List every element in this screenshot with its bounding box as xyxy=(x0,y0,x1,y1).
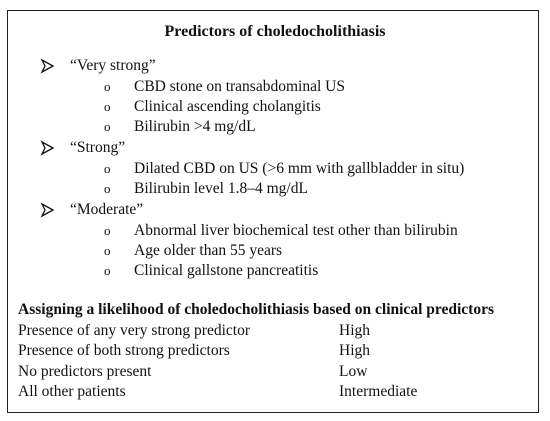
hollow-bullet-icon: o xyxy=(104,99,111,114)
list-item: Abnormal liver biochemical test other th… xyxy=(134,222,458,239)
list-item: Bilirubin >4 mg/dL xyxy=(134,118,256,135)
likelihood-condition: Presence of both strong predictors xyxy=(18,342,230,359)
likelihood-value: Intermediate xyxy=(339,383,418,400)
hollow-bullet-icon: o xyxy=(104,119,111,134)
hollow-bullet-icon: o xyxy=(104,243,111,258)
hollow-bullet-icon: o xyxy=(104,161,111,176)
likelihood-value: High xyxy=(339,322,370,339)
hollow-bullet-icon: o xyxy=(104,79,111,94)
arrow-bullet-icon xyxy=(40,138,56,158)
hollow-bullet-icon: o xyxy=(104,263,111,278)
likelihood-heading: Assigning a likelihood of choledocholith… xyxy=(18,301,494,318)
list-item: Dilated CBD on US (>6 mm with gallbladde… xyxy=(134,160,465,177)
list-item: Bilirubin level 1.8–4 mg/dL xyxy=(134,180,308,197)
arrow-bullet-icon xyxy=(40,200,56,220)
likelihood-condition: No predictors present xyxy=(18,363,152,380)
likelihood-value: Low xyxy=(339,363,368,380)
table-title: Predictors of choledocholithiasis xyxy=(164,23,386,40)
likelihood-condition: Presence of any very strong predictor xyxy=(18,322,250,339)
list-item: Clinical gallstone pancreatitis xyxy=(134,262,319,279)
hollow-bullet-icon: o xyxy=(104,223,111,238)
list-item: Clinical ascending cholangitis xyxy=(134,98,321,115)
category-very-strong-label: “Very strong” xyxy=(70,57,156,74)
likelihood-condition: All other patients xyxy=(18,383,126,400)
likelihood-value: High xyxy=(339,342,370,359)
table-frame xyxy=(7,10,539,413)
list-item: Age older than 55 years xyxy=(134,242,283,259)
arrow-bullet-icon xyxy=(40,56,56,76)
hollow-bullet-icon: o xyxy=(104,181,111,196)
category-strong-label: “Strong” xyxy=(70,139,126,156)
category-moderate-label: “Moderate” xyxy=(70,201,144,218)
list-item: CBD stone on transabdominal US xyxy=(134,78,345,95)
